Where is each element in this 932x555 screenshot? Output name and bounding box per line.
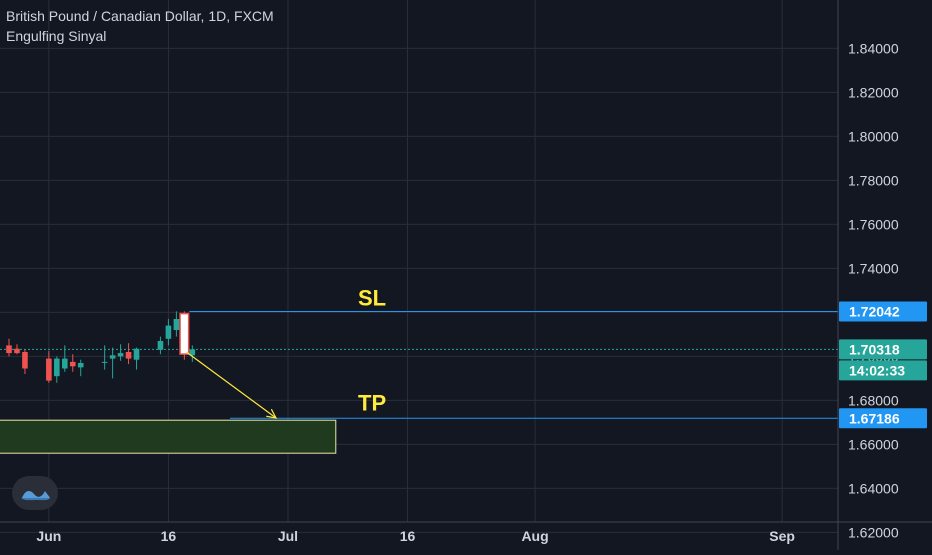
candle bbox=[77, 359, 84, 377]
candle-body bbox=[14, 348, 20, 354]
candle-body bbox=[173, 319, 180, 330]
current-price-tag-box bbox=[839, 339, 927, 360]
candle bbox=[69, 354, 76, 372]
candle bbox=[157, 336, 164, 355]
sl-price-tag: 1.72042 bbox=[839, 301, 927, 322]
candle bbox=[6, 338, 12, 357]
candle bbox=[54, 356, 60, 383]
candle bbox=[189, 345, 196, 362]
candle bbox=[101, 345, 108, 370]
candle bbox=[165, 319, 172, 346]
candle-body bbox=[54, 358, 60, 377]
y-tick-label: 1.80000 bbox=[848, 128, 899, 144]
tradingview-cloud-icon[interactable] bbox=[12, 476, 58, 510]
y-tick-label: 1.66000 bbox=[848, 436, 899, 452]
y-tick-label: 1.62000 bbox=[848, 524, 899, 540]
x-tick-label: Jun bbox=[36, 528, 61, 544]
symbol-title[interactable]: British Pound / Canadian Dollar, 1D, FXC… bbox=[6, 8, 274, 24]
arrow-head bbox=[266, 408, 278, 419]
candle bbox=[173, 311, 180, 337]
candle-body bbox=[69, 361, 76, 367]
countdown-tag-text: 14:02:33 bbox=[849, 362, 905, 378]
candle-body bbox=[165, 325, 172, 339]
candle bbox=[62, 345, 68, 372]
candle bbox=[133, 347, 140, 370]
tp-price-tag-text: 1.67186 bbox=[849, 410, 900, 426]
candle bbox=[125, 343, 132, 365]
countdown-tag: 14:02:33 bbox=[839, 360, 927, 381]
candle bbox=[14, 344, 20, 355]
candle bbox=[46, 350, 52, 383]
candle-body bbox=[157, 341, 164, 350]
y-tick-label: 1.74000 bbox=[848, 260, 899, 276]
candle bbox=[22, 349, 28, 374]
y-tick-label: 1.84000 bbox=[848, 40, 899, 56]
x-tick-label: Jul bbox=[278, 528, 298, 544]
current-price-tag-text: 1.70318 bbox=[849, 341, 900, 357]
tp-label: TP bbox=[358, 390, 386, 415]
y-tick-label: 1.82000 bbox=[848, 84, 899, 100]
x-tick-label: Aug bbox=[521, 528, 548, 544]
y-tick-label: 1.76000 bbox=[848, 216, 899, 232]
tp-price-tag: 1.67186 bbox=[839, 408, 927, 429]
candle bbox=[117, 344, 124, 361]
candle-body bbox=[101, 361, 108, 363]
current-price-tag: 1.70318 bbox=[839, 339, 927, 360]
x-tick-label: 16 bbox=[161, 528, 177, 544]
candle-body bbox=[46, 358, 52, 381]
indicator-label[interactable]: Engulfing Sinyal bbox=[6, 28, 107, 44]
candle-body bbox=[22, 352, 28, 369]
y-tick-label: 1.68000 bbox=[848, 392, 899, 408]
y-tick-label: 1.78000 bbox=[848, 172, 899, 188]
candle-body bbox=[109, 355, 116, 359]
candle-body bbox=[6, 345, 12, 354]
candle-body bbox=[189, 349, 196, 356]
candle-body bbox=[62, 358, 68, 369]
y-tick-label: 1.64000 bbox=[848, 480, 899, 496]
candle-body bbox=[77, 363, 84, 368]
target-zone bbox=[0, 419, 337, 454]
x-tick-label: Sep bbox=[769, 528, 795, 544]
sl-label: SL bbox=[358, 285, 386, 310]
engulfing-marker bbox=[179, 312, 190, 355]
candle bbox=[109, 347, 116, 379]
countdown-tag-box bbox=[839, 360, 927, 381]
sl-price-tag-box bbox=[839, 301, 927, 322]
sl-price-tag-text: 1.72042 bbox=[849, 303, 900, 319]
arrow-line bbox=[185, 351, 277, 419]
tp-price-tag-box bbox=[839, 408, 927, 429]
candle-body bbox=[133, 348, 140, 360]
candle-body bbox=[125, 352, 132, 359]
candle-body bbox=[117, 353, 124, 357]
x-tick-label: 16 bbox=[400, 528, 416, 544]
